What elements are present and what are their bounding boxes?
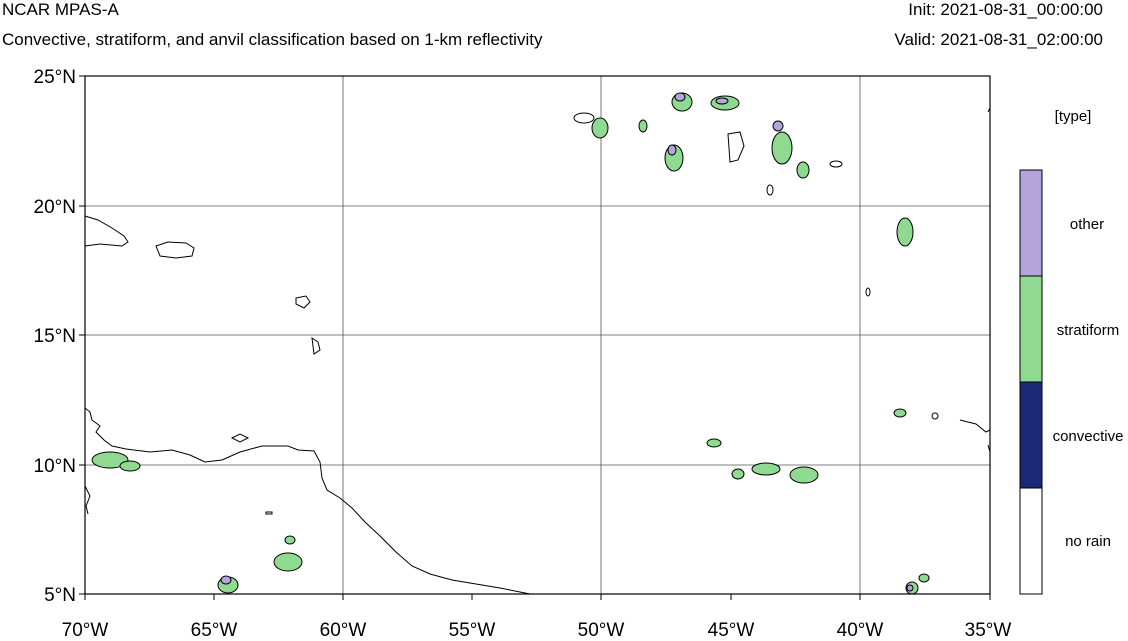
legend-label-stratiform: stratiform [1057,322,1120,339]
gridlines [85,76,990,594]
stratiform-region [119,460,141,472]
x-tick-label: 55°W [449,620,496,641]
other-region [715,97,729,105]
x-tick-label: 70°W [62,620,109,641]
coastlines [84,107,991,595]
legend-swatch-no-rain [1019,487,1043,595]
map-title: NCAR MPAS-A [2,0,119,19]
x-tick-label: 35°W [965,620,1012,641]
x-tick-label: 45°W [708,620,755,641]
x-tick-label: 50°W [578,620,625,641]
stratiform-region [573,112,595,124]
rain-outline [766,184,774,196]
stratiform-region [918,573,930,583]
rain-outline [865,287,871,297]
y-tick-label: 15°N [34,326,76,347]
other-region [220,575,232,585]
y-tick-label: 5°N [44,585,76,606]
legend-swatch-stratiform [1019,275,1043,383]
legend-swatch-other [1019,169,1043,277]
other-region [674,92,686,102]
south-america-coast [84,407,531,595]
map-subtitle: Convective, stratiform, and anvil classi… [2,30,543,49]
stratiform-region [706,438,722,448]
x-tick-label: 65°W [191,620,238,641]
stratiform-region [771,131,793,165]
init-time: Init: 2021-08-31_00:00:00 [908,0,1103,19]
legend-swatch-convective [1019,381,1043,489]
stratiform-region [789,466,819,484]
stratiform-region [893,408,907,418]
legend-title: [type] [1055,108,1092,125]
other-region [667,144,677,156]
y-tick-label: 25°N [34,67,76,88]
coast-small [84,485,91,515]
stratiform-region [731,468,745,480]
island [155,241,195,259]
stratiform-region [591,117,609,139]
stratiform-region [751,462,781,476]
other-region [772,120,784,132]
stratiform-region [896,217,914,247]
stratiform-region [91,451,129,469]
x-tick-label: 60°W [320,620,367,641]
valid-time: Valid: 2021-08-31_02:00:00 [894,30,1103,49]
island [727,131,745,163]
other-region [906,584,914,592]
coast-small [84,215,129,247]
precip-features [91,92,939,595]
legend: [type] other stratiform convective no ra… [1019,108,1124,595]
y-tick-labels: 25°N 20°N 15°N 10°N 5°N [34,67,76,606]
island [265,511,273,515]
island [295,295,311,309]
stratiform-region [638,119,648,133]
rain-outline [931,412,939,420]
legend-label-other: other [1070,216,1104,233]
y-tick-label: 10°N [34,456,76,477]
island [959,419,991,433]
axis-ticks [79,75,991,600]
rain-outline [829,160,843,168]
y-tick-label: 20°N [34,197,76,218]
stratiform-region [273,552,303,572]
x-tick-labels: 70°W 65°W 60°W 55°W 50°W 45°W 40°W 35°W [62,620,1012,641]
island [230,433,250,443]
island [311,336,321,355]
stratiform-region [284,535,296,545]
legend-label-convective: convective [1053,428,1124,445]
x-tick-label: 40°W [837,620,884,641]
stratiform-region [796,161,810,179]
legend-label-no-rain: no rain [1065,533,1111,550]
